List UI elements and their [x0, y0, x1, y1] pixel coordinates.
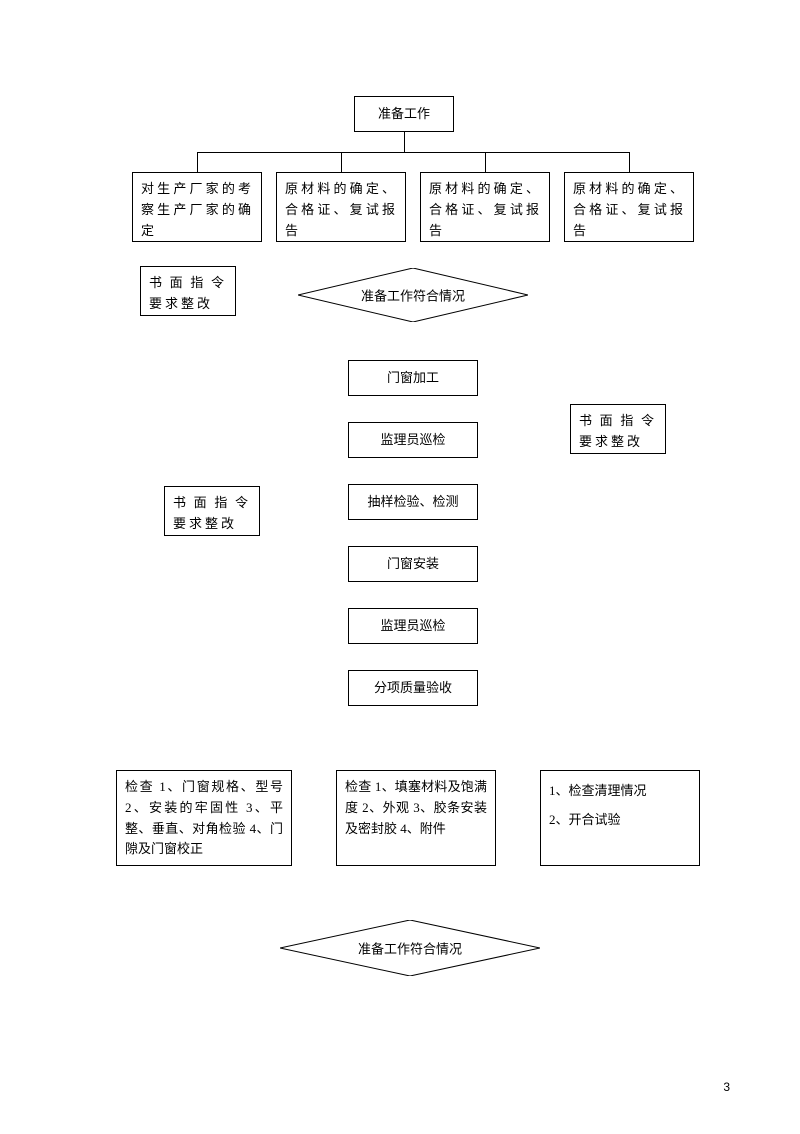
bottom-text-3-1: 1、检查清理情况 [549, 777, 691, 806]
bottom-box-3: 1、检查清理情况 2、开合试验 [540, 770, 700, 866]
connector [341, 152, 342, 172]
row1-text-4: 原材料的确定、合格证、复试报告 [573, 181, 685, 238]
connector [485, 152, 486, 172]
side-right-1-text: 书面指令要求整改 [579, 413, 657, 449]
decision-2: 准备工作符合情况 [280, 920, 540, 976]
bottom-text-1: 检查 1、门窗规格、型号 2、安装的牢固性 3、平整、垂直、对角检验 4、门隙及… [125, 779, 283, 856]
row1-box-3: 原材料的确定、合格证、复试报告 [420, 172, 550, 242]
connector [197, 152, 629, 153]
top-label: 准备工作 [378, 104, 430, 125]
bottom-box-2: 检查 1、填塞材料及饱满度 2、外观 3、胶条安装及密封胶 4、附件 [336, 770, 496, 866]
decision-2-label: 准备工作符合情况 [358, 939, 462, 958]
bottom-box-1: 检查 1、门窗规格、型号 2、安装的牢固性 3、平整、垂直、对角检验 4、门隙及… [116, 770, 292, 866]
side-left-2: 书面指令要求整改 [164, 486, 260, 536]
side-left-1: 书面指令要求整改 [140, 266, 236, 316]
bottom-text-3-2: 2、开合试验 [549, 806, 691, 835]
decision-1: 准备工作符合情况 [298, 268, 528, 322]
mid-box-5: 监理员巡检 [348, 608, 478, 644]
mid-text-6: 分项质量验收 [374, 678, 452, 699]
top-box: 准备工作 [354, 96, 454, 132]
connector [404, 132, 405, 152]
connector [629, 152, 630, 172]
bottom-text-2: 检查 1、填塞材料及饱满度 2、外观 3、胶条安装及密封胶 4、附件 [345, 779, 487, 836]
row1-text-1: 对生产厂家的考察生产厂家的确定 [141, 181, 253, 238]
mid-box-1: 门窗加工 [348, 360, 478, 396]
mid-text-5: 监理员巡检 [380, 616, 445, 637]
mid-text-4: 门窗安装 [387, 554, 439, 575]
row1-text-2: 原材料的确定、合格证、复试报告 [285, 181, 397, 238]
connector [197, 152, 198, 172]
mid-text-2: 监理员巡检 [380, 430, 445, 451]
side-left-1-text: 书面指令要求整改 [149, 275, 227, 311]
side-left-2-text: 书面指令要求整改 [173, 495, 251, 531]
decision-1-label: 准备工作符合情况 [361, 286, 465, 305]
page-number: 3 [723, 1080, 730, 1094]
mid-text-3: 抽样检验、检测 [367, 492, 458, 513]
mid-box-3: 抽样检验、检测 [348, 484, 478, 520]
side-right-1: 书面指令要求整改 [570, 404, 666, 454]
row1-box-1: 对生产厂家的考察生产厂家的确定 [132, 172, 262, 242]
row1-box-2: 原材料的确定、合格证、复试报告 [276, 172, 406, 242]
mid-box-2: 监理员巡检 [348, 422, 478, 458]
mid-box-4: 门窗安装 [348, 546, 478, 582]
mid-box-6: 分项质量验收 [348, 670, 478, 706]
mid-text-1: 门窗加工 [387, 368, 439, 389]
row1-box-4: 原材料的确定、合格证、复试报告 [564, 172, 694, 242]
row1-text-3: 原材料的确定、合格证、复试报告 [429, 181, 541, 238]
